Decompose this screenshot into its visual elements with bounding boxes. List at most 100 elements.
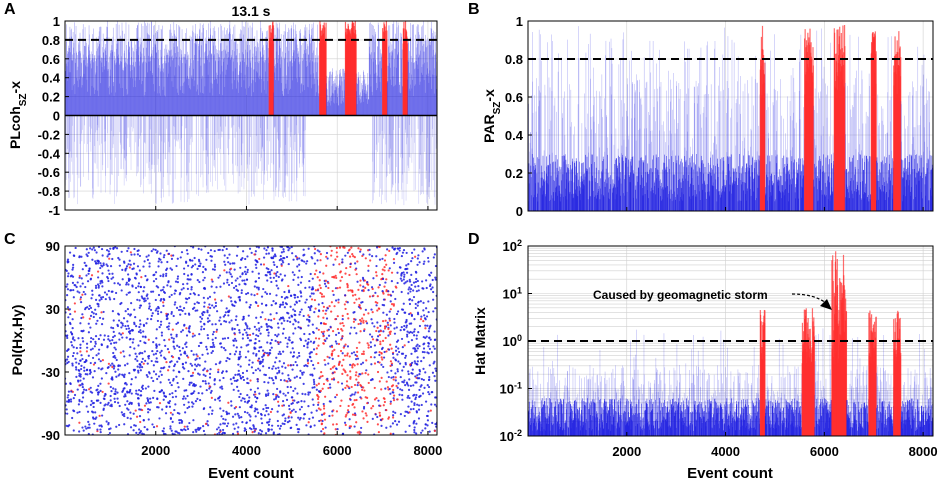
panel-c-point [98,316,102,320]
panel-c-point [305,262,308,265]
panel-c-point [174,403,177,406]
panel-c-point [138,319,142,322]
panel-c-point [183,425,186,428]
panel-c-point [97,352,100,355]
panel-c-point [211,323,214,326]
panel-c-point [367,283,370,286]
panel-c-point [237,363,240,366]
panel-c-point [322,342,325,345]
panel-c-point [185,249,189,252]
panel-c-point [346,354,349,357]
panel-c-point [294,327,297,330]
panel-a-ytick-label: -1 [48,203,60,218]
panel-c-point [205,348,209,351]
panel-c-point [412,384,415,387]
panel-c-point [432,362,435,365]
panel-c-point [431,286,434,289]
panel-c-point [268,418,271,421]
panel-c-point [202,425,205,428]
panel-c-point [167,280,170,283]
panel-c-point [394,285,397,288]
panel-c-point [162,286,165,289]
panel-c-point [248,413,251,416]
panel-c-point [388,267,391,270]
panel-c-point [152,353,155,356]
panel-c-point [313,262,317,265]
panel-c-point [397,360,400,363]
panel-c-point [290,426,293,429]
panel-c-point [344,272,347,275]
panel-a-ytick-label: 0.6 [42,52,60,67]
panel-c-point [227,401,230,404]
panel-c-point [339,404,342,408]
panel-c-point [296,392,299,395]
panel-c-point [106,264,109,268]
panel-c-point [408,378,411,381]
panel-c-point [109,247,112,250]
panel-c-point [422,378,425,382]
panel-c-point [126,362,129,365]
panel-c-point [387,334,390,337]
panel-c-point [261,355,264,359]
panel-c-point [389,432,392,435]
panel-c-point [122,350,125,353]
panel-c-point [365,414,368,417]
panel-c-point [268,428,271,431]
panel-c-point [276,387,279,391]
panel-c-points [65,246,437,435]
panel-c-point [174,395,178,398]
panel-c-point [194,428,197,431]
panel-c-point [123,423,126,426]
panel-c-point [434,367,437,370]
panel-c-point [315,409,318,412]
panel-c-point [297,351,301,355]
panel-c-point [376,423,379,426]
panel-c-point [202,296,205,299]
panel-c-point [416,311,420,314]
panel-c-point [322,382,326,386]
panel-c-point [257,334,260,338]
panel-c-point [191,259,194,262]
panel-c-point [253,325,256,328]
panel-c-point [241,397,244,400]
panel-c-point [67,394,70,397]
panel-c-point [94,340,97,343]
panel-c-point [168,405,172,408]
panel-c-point [130,383,133,386]
panel-c-point [264,432,268,435]
panel-c-point [391,416,395,419]
panel-c-point [324,285,328,288]
panel-c-point [82,391,85,394]
panel-c-point [303,413,306,416]
panel-c-point [313,367,316,370]
panel-c-point [307,305,310,309]
panel-c-point [235,315,238,318]
panel-c-point [322,402,325,406]
panel-c-point [388,310,391,313]
panel-c-point [306,343,309,346]
panel-c-point [390,303,394,306]
panel-c-point [234,413,237,416]
panel-c-point [145,255,148,258]
panel-c-point [137,388,141,392]
panel-c-point [424,400,428,403]
panel-c-point [152,280,156,283]
panel-c-point [112,330,115,333]
panel-c-point [71,281,75,284]
panel-c-point [245,278,249,281]
panel-c-point [146,317,149,320]
panel-c-point [209,406,212,409]
panel-c-point [341,314,344,317]
panel-b-ylabel: PARSZ-x [481,89,503,143]
panel-c-point [121,413,124,416]
panel-c-point [392,391,395,394]
panel-c-point [94,342,97,345]
panel-b-ytick-label: 0 [516,204,523,219]
panel-c-point [322,404,326,408]
panel-c-point [115,291,118,295]
panel-c-point [133,247,136,251]
panel-c-point [229,378,232,381]
panel-c-point [346,352,349,355]
panel-c-point [272,393,275,396]
panel-c-point [433,360,436,363]
